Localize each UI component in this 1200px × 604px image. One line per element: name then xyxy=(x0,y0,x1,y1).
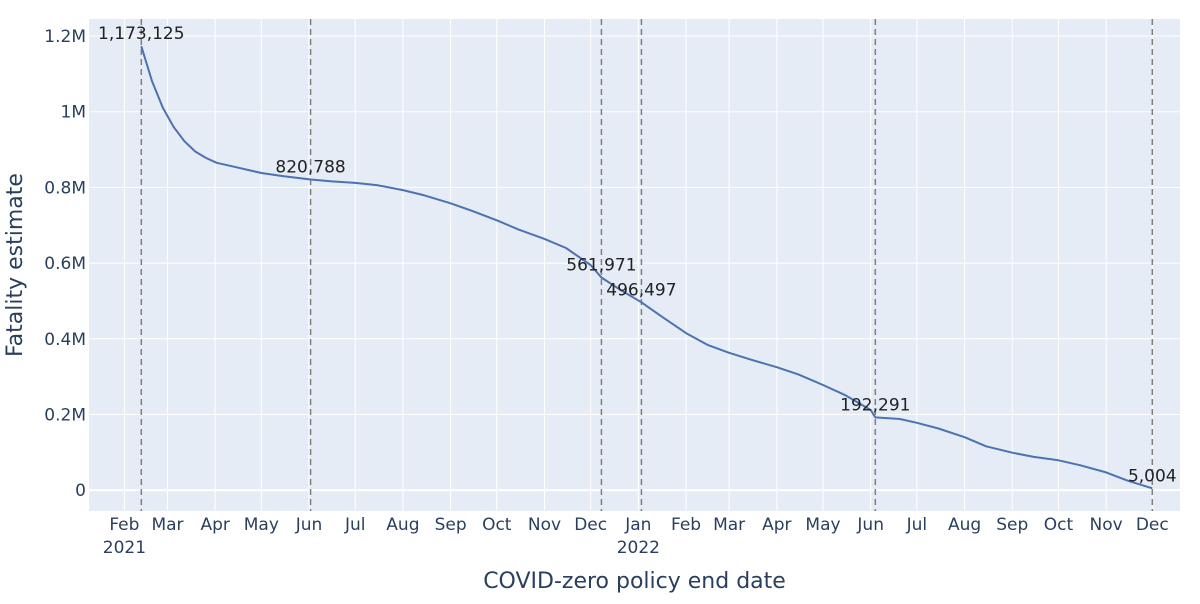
x-tick-label: Aug xyxy=(948,515,981,535)
reference-lines xyxy=(140,19,1154,511)
data-label: 5,004 xyxy=(1128,466,1177,486)
x-tick-label: Mar xyxy=(713,515,745,535)
x-axis-title: COVID-zero policy end date xyxy=(483,569,786,594)
x-tick-label: Apr xyxy=(200,515,229,535)
plot-area xyxy=(89,19,1180,511)
y-tick-label: 0.8M xyxy=(44,178,86,198)
data-label: 820,788 xyxy=(275,158,345,178)
y-axis-ticks: 0 0.2M 0.4M 0.6M 0.8M 1M 1.2M xyxy=(44,27,86,501)
data-label: 192,291 xyxy=(840,395,910,415)
y-tick-label: 0 xyxy=(75,481,86,501)
y-tick-label: 0.6M xyxy=(44,254,86,274)
x-tick-label: Jul xyxy=(906,515,928,535)
x-tick-year-label: 2022 xyxy=(617,538,660,558)
x-tick-label: Sep xyxy=(435,515,467,535)
y-tick-label: 1M xyxy=(61,103,86,123)
x-tick-label: Aug xyxy=(386,515,419,535)
annotations: 1,173,125 820,788 561,971 496,497 192,291 5,0… xyxy=(98,24,1177,486)
x-tick-label: Feb xyxy=(671,515,701,535)
data-label: 1,173,125 xyxy=(98,24,185,44)
gridlines xyxy=(89,19,1180,511)
x-tick-label: Oct xyxy=(1044,515,1074,535)
fatality-estimate-line xyxy=(140,45,1153,490)
x-tick-label: Dec xyxy=(1136,515,1169,535)
y-axis-title: Fatality estimate xyxy=(3,173,28,357)
x-tick-label: May xyxy=(805,515,840,535)
x-tick-label: Sep xyxy=(996,515,1028,535)
x-tick-label: Nov xyxy=(1090,515,1123,535)
x-tick-year-label: 2021 xyxy=(103,538,146,558)
y-tick-label: 0.2M xyxy=(44,405,86,425)
x-tick-label: Jun xyxy=(295,515,323,535)
x-tick-label: May xyxy=(244,515,279,535)
data-label: 496,497 xyxy=(606,280,676,300)
x-tick-label: Mar xyxy=(151,515,183,535)
x-tick-label: Feb xyxy=(109,515,139,535)
y-tick-label: 1.2M xyxy=(44,27,86,47)
x-tick-label: Apr xyxy=(762,515,791,535)
y-tick-label: 0.4M xyxy=(44,330,86,350)
x-tick-label: Jul xyxy=(344,515,366,535)
x-tick-label: Jan xyxy=(624,515,651,535)
x-tick-label: Dec xyxy=(574,515,607,535)
x-tick-label: Nov xyxy=(528,515,561,535)
series-layer xyxy=(140,45,1153,490)
x-tick-label: Jun xyxy=(856,515,884,535)
x-tick-label: Oct xyxy=(482,515,512,535)
data-label: 561,971 xyxy=(566,256,636,276)
